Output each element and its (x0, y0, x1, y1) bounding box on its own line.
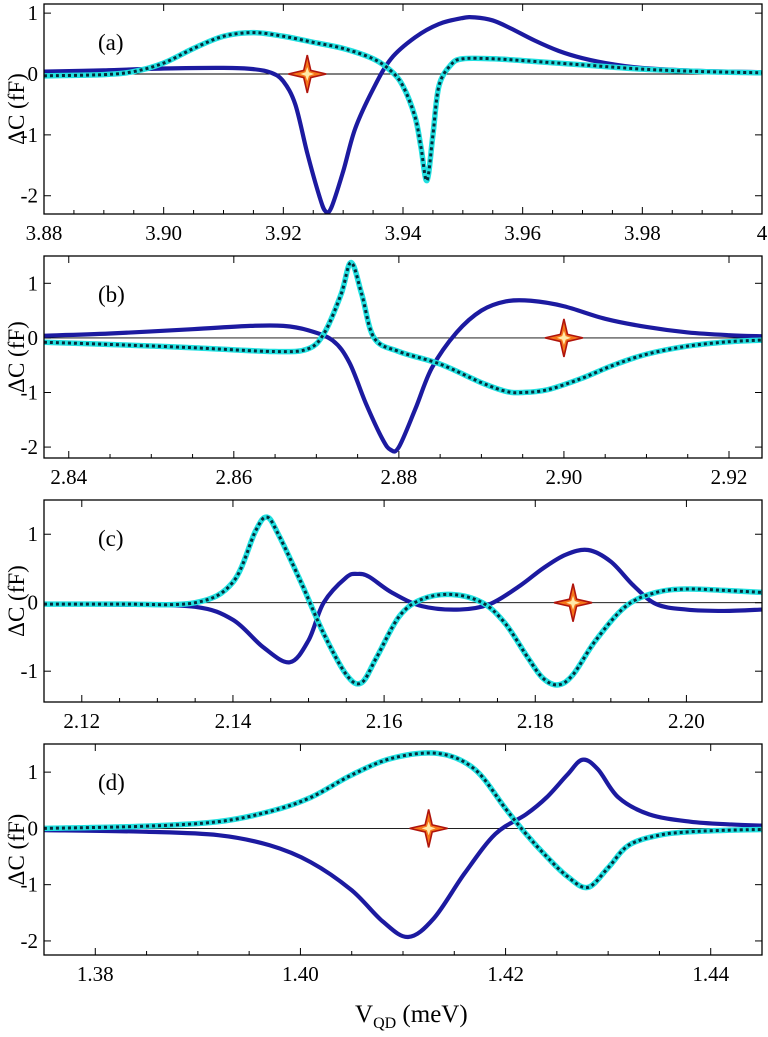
x-tick-label: 3.92 (265, 221, 302, 245)
x-tick-label: 2.18 (517, 709, 554, 733)
x-tick-label: 2.86 (215, 465, 252, 489)
panel-label: (a) (98, 30, 124, 55)
panel-b: 2.84 2.86 2.88 2.90 2.92 1 0 -1 -2 ΔC (fF) (b) (4, 255, 763, 489)
y-tick-label: 1 (28, 522, 39, 546)
star-marker-core (300, 67, 315, 81)
plot-frame (43, 3, 763, 215)
x-tick-label: 3.88 (26, 221, 63, 245)
series-dotted-line-dash (44, 31, 762, 183)
star-marker-core (421, 821, 436, 836)
star-marker-core (566, 595, 581, 610)
x-tick-label: 2.12 (63, 709, 100, 733)
y-axis-title: ΔC (fF) (4, 73, 29, 145)
series-group (44, 15, 762, 214)
series-group (44, 750, 762, 940)
y-tick-label: -1 (21, 659, 39, 683)
y-tick-label: 1 (28, 1, 39, 25)
x-tick-label: 2.20 (668, 709, 705, 733)
series-group (44, 259, 762, 454)
plot-frame (43, 255, 763, 459)
y-tick-label: -1 (21, 380, 39, 404)
panel-label: (d) (98, 770, 125, 795)
x-tick-label: 3.94 (385, 221, 422, 245)
y-tick-label: 0 (28, 591, 39, 615)
x-tick-label: 3.90 (145, 221, 182, 245)
x-axis-title: VQD (meV) (355, 1001, 468, 1032)
panel-c: 2.12 2.14 2.16 2.18 2.20 1 0 -1 ΔC (fF) (c) (4, 499, 763, 733)
series-dotted-line-base (44, 750, 762, 891)
panel-label: (b) (98, 282, 125, 307)
series-dotted-line-base (44, 259, 762, 396)
y-tick-label: -2 (21, 929, 39, 953)
x-tick-label: 3.98 (624, 221, 661, 245)
series-dotted-line-dash (44, 515, 762, 687)
x-axis-title-subscript: QD (373, 1015, 396, 1032)
series-solid-line (44, 15, 762, 214)
y-tick-label: 0 (28, 816, 39, 840)
y-axis-title: ΔC (fF) (4, 814, 29, 886)
y-axis-title: ΔC (fF) (4, 565, 29, 637)
x-tick-label: 4 (757, 221, 768, 245)
x-tick-label: 2.14 (215, 709, 252, 733)
y-tick-label: -1 (21, 123, 39, 147)
x-tick-label: 1.40 (282, 962, 319, 986)
x-tick-label: 2.92 (711, 465, 748, 489)
series-solid-line (44, 547, 762, 665)
panel-label: (c) (98, 526, 124, 551)
y-tick-label: 0 (28, 326, 39, 350)
x-tick-label: 2.90 (546, 465, 583, 489)
plot-frame (43, 499, 763, 703)
x-tick-label: 1.42 (487, 962, 524, 986)
y-tick-label: 0 (28, 62, 39, 86)
series-dotted-line-base (44, 29, 762, 184)
series-dotted-line-dash (44, 751, 762, 890)
x-tick-label: 1.44 (692, 962, 729, 986)
x-axis-title-main: V (355, 1001, 373, 1028)
star-marker-core (556, 330, 571, 345)
x-tick-label: 3.96 (504, 221, 541, 245)
plot-frame (43, 743, 763, 956)
y-tick-label: 1 (28, 760, 39, 784)
series-solid-line (44, 298, 762, 454)
x-tick-label: 2.16 (366, 709, 403, 733)
x-axis-title-unit: (meV) (396, 1001, 468, 1028)
x-tick-label: 2.88 (380, 465, 417, 489)
x-tick-label: 2.84 (50, 465, 87, 489)
panel-a: 3.88 3.90 3.92 3.94 3.96 3.98 4 1 0 -1 -2 ΔC (fF) (a… (4, 1, 768, 245)
series-group (44, 514, 762, 688)
y-axis-title: ΔC (fF) (4, 321, 29, 393)
x-tick-label: 1.38 (77, 962, 114, 986)
y-tick-label: 1 (28, 271, 39, 295)
y-tick-label: -1 (21, 873, 39, 897)
panel-d: 1.38 1.40 1.42 1.44 1 0 -1 -2 ΔC (fF) (d) (4, 743, 763, 986)
series-solid-line (44, 757, 762, 940)
y-tick-label: -2 (21, 184, 39, 208)
y-tick-label: -2 (21, 435, 39, 459)
